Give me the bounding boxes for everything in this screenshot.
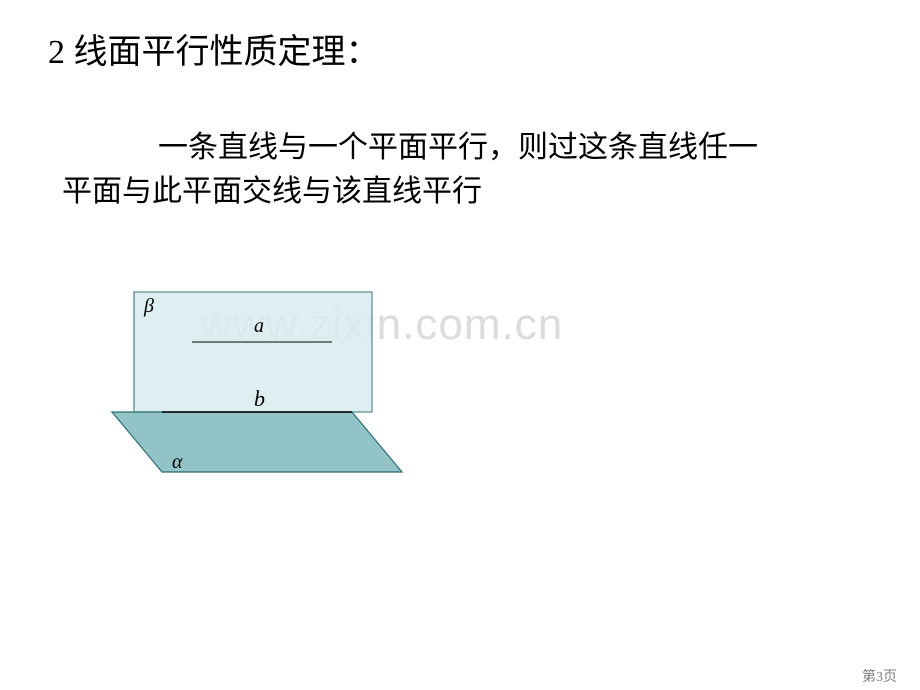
plane-beta	[134, 292, 372, 412]
plane-alpha	[112, 412, 402, 472]
theorem-line-1: 一条直线与一个平面平行，则过这条直线任一	[158, 126, 758, 170]
label-alpha: α	[172, 451, 183, 473]
label-beta: β	[143, 295, 154, 317]
label-a: a	[254, 315, 264, 337]
diagram-svg: a β b α	[92, 282, 412, 482]
page-number: 第3页	[862, 666, 897, 686]
label-b: b	[254, 386, 265, 411]
theorem-line-2: 平面与此平面交线与该直线平行	[62, 170, 482, 214]
geometry-diagram: a β b α	[92, 282, 412, 482]
section-title: 2 线面平行性质定理：	[48, 24, 380, 73]
